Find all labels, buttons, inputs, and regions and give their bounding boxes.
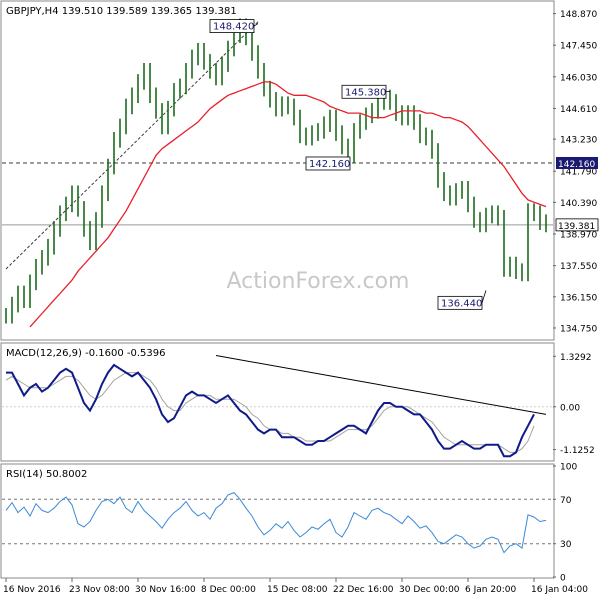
macd-panel: 1.3292 0.00 -1.1252 xyxy=(2,353,595,458)
rsi-line xyxy=(5,492,547,554)
rsi-panel-frame xyxy=(0,463,555,579)
annotation-label: 148.420 xyxy=(213,22,254,33)
annotation-box xyxy=(437,295,483,310)
last-price-box xyxy=(555,218,599,232)
level-label-box xyxy=(556,156,598,169)
annotation-box xyxy=(305,156,351,171)
time-tick-label: 6 Jan 20:00 xyxy=(465,585,517,595)
time-axis: 16 Nov 2016 23 Nov 08:00 30 Nov 16:00 8 Dec… xyxy=(3,578,588,595)
rsi-axis-tick-label: 0 xyxy=(560,574,566,584)
time-tick-label: 22 Dec 16:00 xyxy=(333,585,394,595)
price-axis-tick-label: 134.750 xyxy=(560,324,597,334)
price-axis-tick-label: 144.610 xyxy=(560,105,597,115)
level-label: 142.160 xyxy=(558,160,595,170)
time-tick-label: 15 Dec 08:00 xyxy=(267,585,328,595)
macd-axis-tick-label: -1.1252 xyxy=(560,446,595,456)
price-panel: 148.870 147.450 146.030 144.610 143.230 141.7… xyxy=(2,10,599,334)
annotation-leader xyxy=(481,290,487,303)
macd-axis-tick-label: 1.3292 xyxy=(560,353,592,363)
time-tick-label: 30 Dec 00:00 xyxy=(399,585,460,595)
price-axis-tick-label: 136.150 xyxy=(560,293,597,303)
time-tick-label: 16 Nov 2016 xyxy=(3,585,61,595)
rsi-axis-tick-label: 100 xyxy=(560,463,577,473)
price-trendline xyxy=(5,21,259,270)
last-price-label: 139.381 xyxy=(558,222,595,232)
price-axis-tick-label: 141.790 xyxy=(560,168,597,178)
rsi-panel-header: RSI(14) 50.8002 xyxy=(6,469,87,480)
annotation-leader xyxy=(385,90,391,93)
rsi-axis-tick-label: 70 xyxy=(560,496,572,506)
macd-panel-header: MACD(12,26,9) -0.1600 -0.5396 xyxy=(6,348,166,359)
price-axis-tick-label: 140.390 xyxy=(560,199,597,209)
time-tick-label: 8 Dec 00:00 xyxy=(201,585,256,595)
annotation-box xyxy=(341,84,387,99)
macd-axis-tick-label: 0.00 xyxy=(560,403,580,413)
annotation-label: 142.160 xyxy=(309,159,350,170)
moving-average-line xyxy=(29,81,547,328)
price-panel-header: GBPJPY,H4 139.510 139.589 139.365 139.38… xyxy=(6,6,237,17)
macd-line xyxy=(6,363,535,458)
price-axis-tick-label: 143.230 xyxy=(560,136,597,146)
price-axis-tick-label: 138.970 xyxy=(560,231,597,241)
rsi-axis-tick-label: 30 xyxy=(560,540,572,550)
time-tick-label: 16 Jan 04:00 xyxy=(531,585,588,595)
price-axis-tick-label: 137.550 xyxy=(560,262,597,272)
macd-panel-frame xyxy=(0,342,555,462)
annotation-label: 145.380 xyxy=(345,87,386,98)
rsi-panel: 100 70 30 0 xyxy=(2,463,577,584)
time-tick-label: 23 Nov 08:00 xyxy=(69,585,130,595)
price-panel-frame xyxy=(0,0,555,341)
annotation-leader xyxy=(253,23,259,27)
price-axis-tick-label: 148.870 xyxy=(560,10,597,20)
macd-trendline xyxy=(215,355,547,415)
price-axis-tick-label: 146.030 xyxy=(560,73,597,83)
watermark: ActionForex.com xyxy=(227,269,410,294)
price-axis-tick-label: 147.450 xyxy=(560,42,597,52)
time-tick-label: 30 Nov 16:00 xyxy=(135,585,196,595)
annotation-label: 136.440 xyxy=(441,298,482,309)
annotation-box xyxy=(209,19,255,33)
